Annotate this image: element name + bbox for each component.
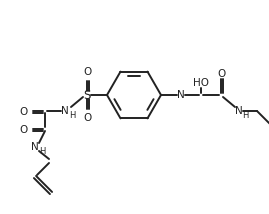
Text: N: N xyxy=(177,90,185,100)
Text: O: O xyxy=(83,67,91,77)
Text: N: N xyxy=(235,106,243,116)
Text: N: N xyxy=(61,106,69,116)
Text: N: N xyxy=(31,142,39,152)
Text: H: H xyxy=(242,110,248,119)
Text: O: O xyxy=(83,113,91,123)
Text: H: H xyxy=(69,110,75,119)
Text: O: O xyxy=(20,125,28,135)
Text: H: H xyxy=(39,147,45,156)
Text: HO: HO xyxy=(193,78,209,88)
Text: O: O xyxy=(20,107,28,117)
Text: S: S xyxy=(83,89,91,101)
Text: O: O xyxy=(217,69,225,79)
